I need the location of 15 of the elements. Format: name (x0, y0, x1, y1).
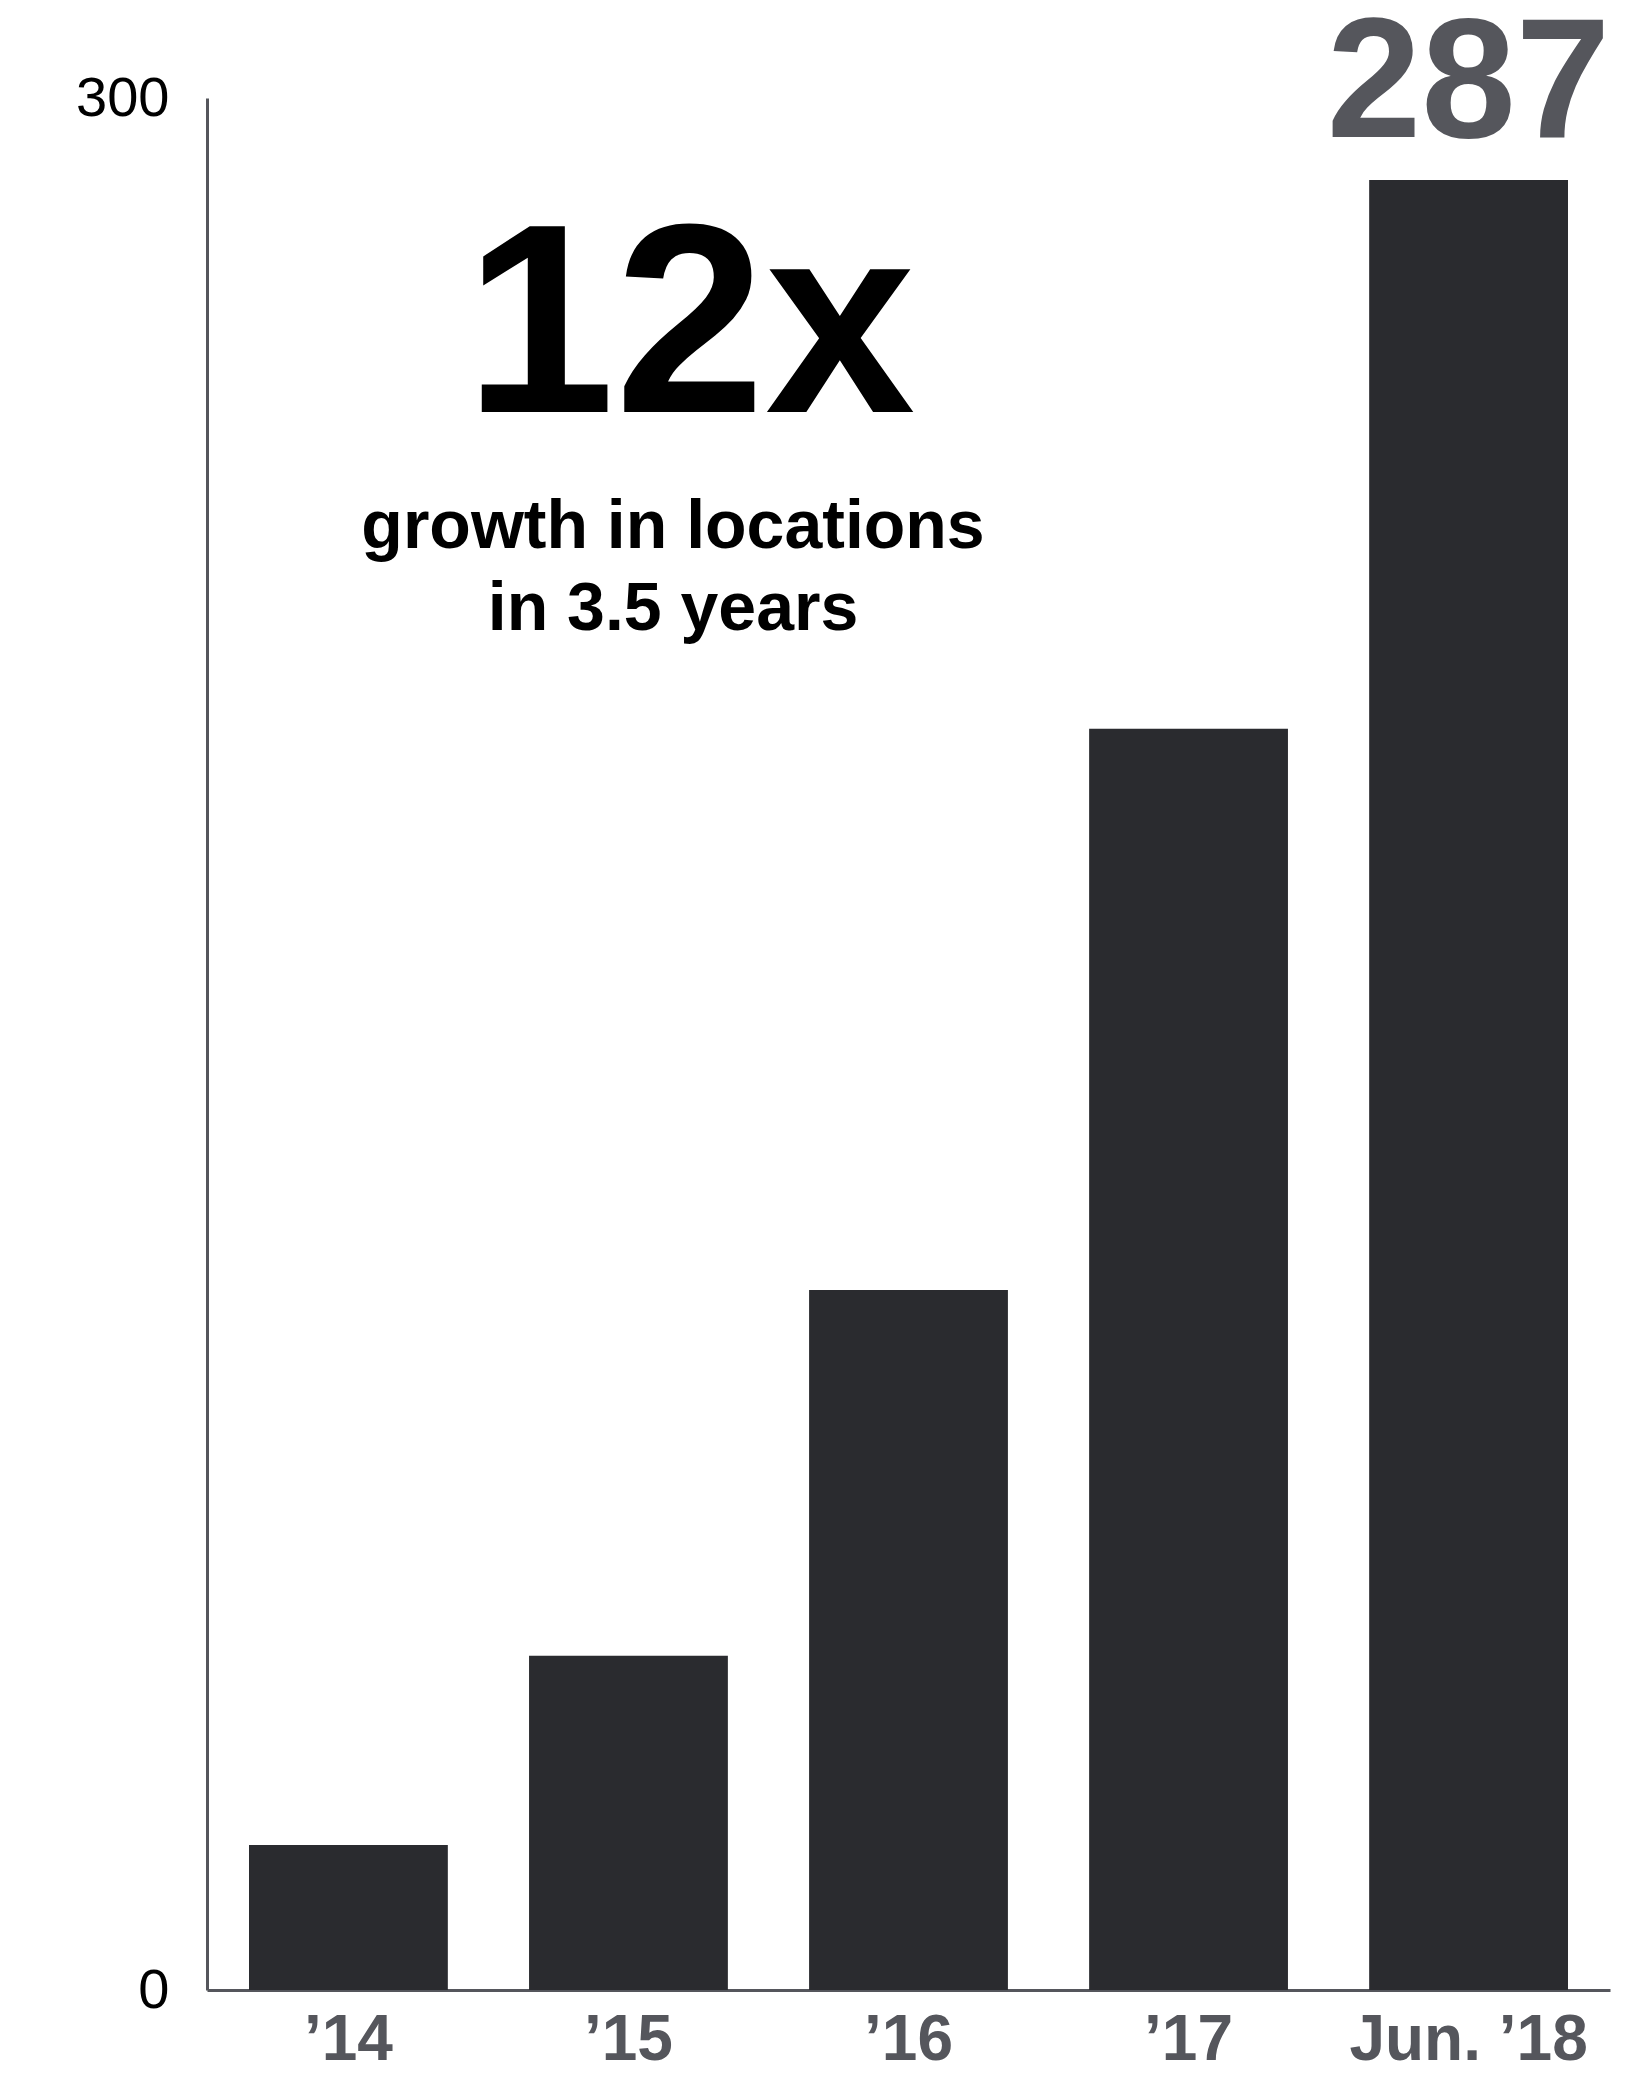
annotation: growth in locations in 3.5 years (361, 486, 985, 644)
bar (1369, 179, 1568, 1990)
x-tick-label: ’15 (583, 2001, 673, 2074)
bar (809, 1289, 1008, 1990)
bar (529, 1655, 728, 1990)
data-label: 287 (1326, 0, 1611, 173)
x-tick-label: ’16 (864, 2001, 953, 2074)
bar (249, 1844, 448, 1990)
annotation: 12x (464, 168, 917, 469)
x-tick-label: ’14 (303, 2001, 394, 2074)
x-tick-label: ’17 (1144, 2001, 1234, 2074)
bar (1089, 728, 1288, 1990)
y-tick-label: 0 (138, 1956, 170, 2020)
y-tick-label: 300 (76, 64, 170, 128)
x-tick-label: Jun. ’18 (1349, 2001, 1588, 2074)
